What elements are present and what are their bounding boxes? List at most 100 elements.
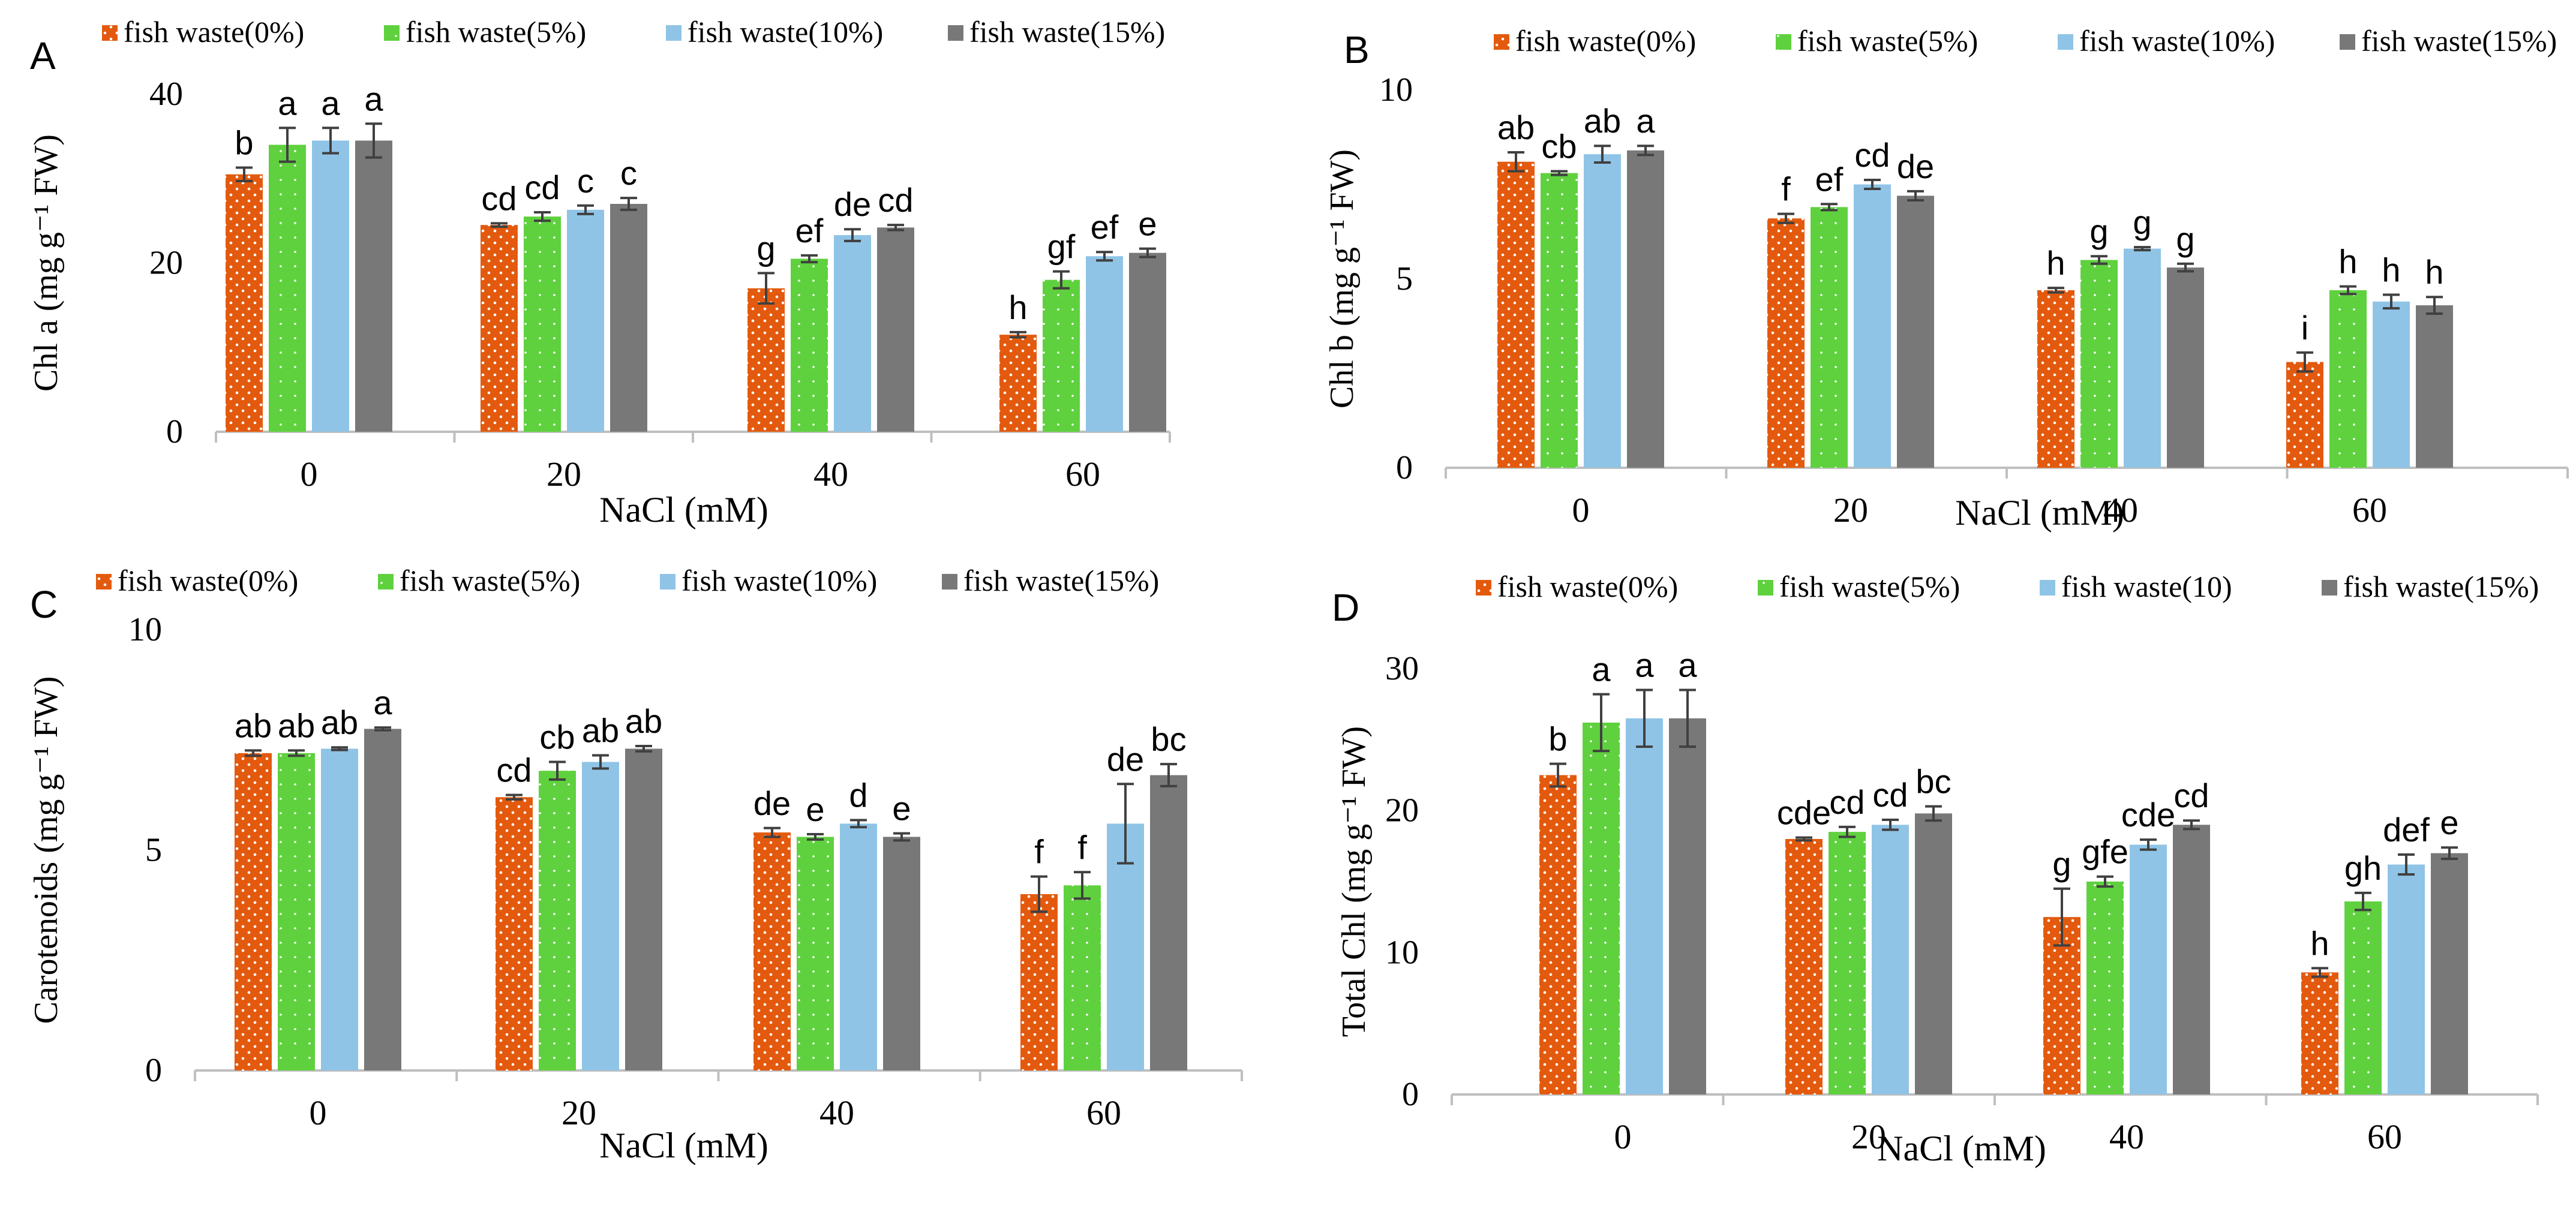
significance-label: ab [235,706,272,744]
significance-label: cd [1872,776,1908,814]
significance-label: e [2440,804,2458,841]
legend-entry: fish waste(5%) [400,564,580,597]
significance-label: cb [1541,127,1577,165]
significance-label: a [278,84,297,122]
bar [1129,252,1166,432]
category-label: 0 [301,455,318,494]
legend-swatch [1758,580,1773,596]
significance-label: de [1107,740,1144,778]
bar [567,209,604,432]
legend-entry: fish waste(15%) [969,15,1165,49]
significance-label: a [1635,646,1654,684]
legend-entry: fish waste(5%) [1797,24,1978,58]
significance-label: gf [1047,228,1076,266]
significance-label: a [364,80,383,118]
legend-entry: fish waste(10%) [2079,24,2275,58]
category-label: 20 [1851,1117,1886,1156]
significance-label: g [2089,212,2108,250]
significance-label: d [849,777,867,814]
significance-label: b [1548,720,1567,758]
significance-label: cd [496,751,532,789]
significance-label: bc [1916,763,1951,801]
bar [2301,972,2338,1094]
legend-swatch [1476,580,1491,596]
category-label: 0 [1572,491,1590,530]
x-axis-label: NaCl (mM) [1955,493,2124,533]
bar [2416,305,2453,468]
significance-label: de [753,784,791,822]
legend-entry: fish waste(10%) [681,564,877,597]
legend-entry: fish waste(5%) [406,15,586,49]
y-axis-label: Carotenoids (mg g⁻¹ FW) [28,676,65,1024]
significance-label: cd [524,169,560,206]
significance-label: ef [1815,160,1844,198]
legend-swatch [2340,34,2355,50]
significance-label: h [2382,251,2400,288]
significance-label: a [1678,646,1697,684]
legend-swatch [1494,34,1509,50]
bar [364,729,401,1070]
bar [312,140,349,432]
y-tick-label: 5 [1396,260,1413,297]
y-tick-label: 10 [128,611,162,648]
bar [2080,260,2118,468]
category-label: 40 [2103,491,2138,530]
legend-swatch [96,574,112,590]
bar [355,140,392,432]
panel-letter: D [1332,586,1359,629]
significance-label: a [321,84,340,122]
bar [1086,256,1123,432]
y-tick-label: 0 [1396,449,1413,486]
bar [2431,853,2468,1094]
bar [2344,901,2382,1094]
y-tick-label: 30 [1385,650,1419,687]
legend-entry: fish waste(5%) [1779,570,1960,603]
y-tick-label: 20 [149,245,183,282]
significance-label: g [2052,845,2071,883]
bar [2086,882,2124,1094]
significance-label: f [1781,170,1791,208]
significance-label: e [806,790,824,828]
legend-swatch [948,25,963,41]
panel-letter: B [1344,28,1370,71]
bar [1584,154,1621,468]
category-label: 60 [1065,455,1100,494]
significance-label: f [1034,833,1044,871]
significance-label: bc [1151,720,1186,758]
bar [1541,173,1578,468]
category-label: 60 [1086,1093,1121,1132]
bar [2037,290,2074,468]
significance-label: h [2310,924,2329,962]
bar [791,258,828,432]
significance-label: a [1592,651,1611,688]
legend-swatch [666,25,681,41]
category-label: 20 [1833,491,1868,530]
panel-letter: C [30,583,58,626]
bar [797,837,834,1070]
bar [840,823,877,1070]
category-label: 40 [813,455,848,494]
bar [877,227,914,432]
significance-label: h [2338,243,2357,281]
significance-label: i [2301,309,2308,347]
significance-label: a [373,684,392,721]
y-tick-label: 0 [1402,1076,1419,1113]
significance-label: def [2383,811,2430,849]
bar [1627,150,1664,468]
bar [2373,301,2410,468]
y-tick-label: 10 [1385,934,1419,971]
category-label: 0 [310,1093,327,1132]
legend-swatch [1776,34,1791,50]
bar [1915,813,1952,1094]
bar [1043,279,1080,432]
significance-label: g [2176,220,2194,258]
significance-label: cd [1829,783,1865,821]
significance-label: gh [2344,849,2382,887]
x-axis-label: NaCl (mM) [599,1126,768,1165]
bar [2329,290,2367,468]
significance-label: ab [321,703,358,741]
